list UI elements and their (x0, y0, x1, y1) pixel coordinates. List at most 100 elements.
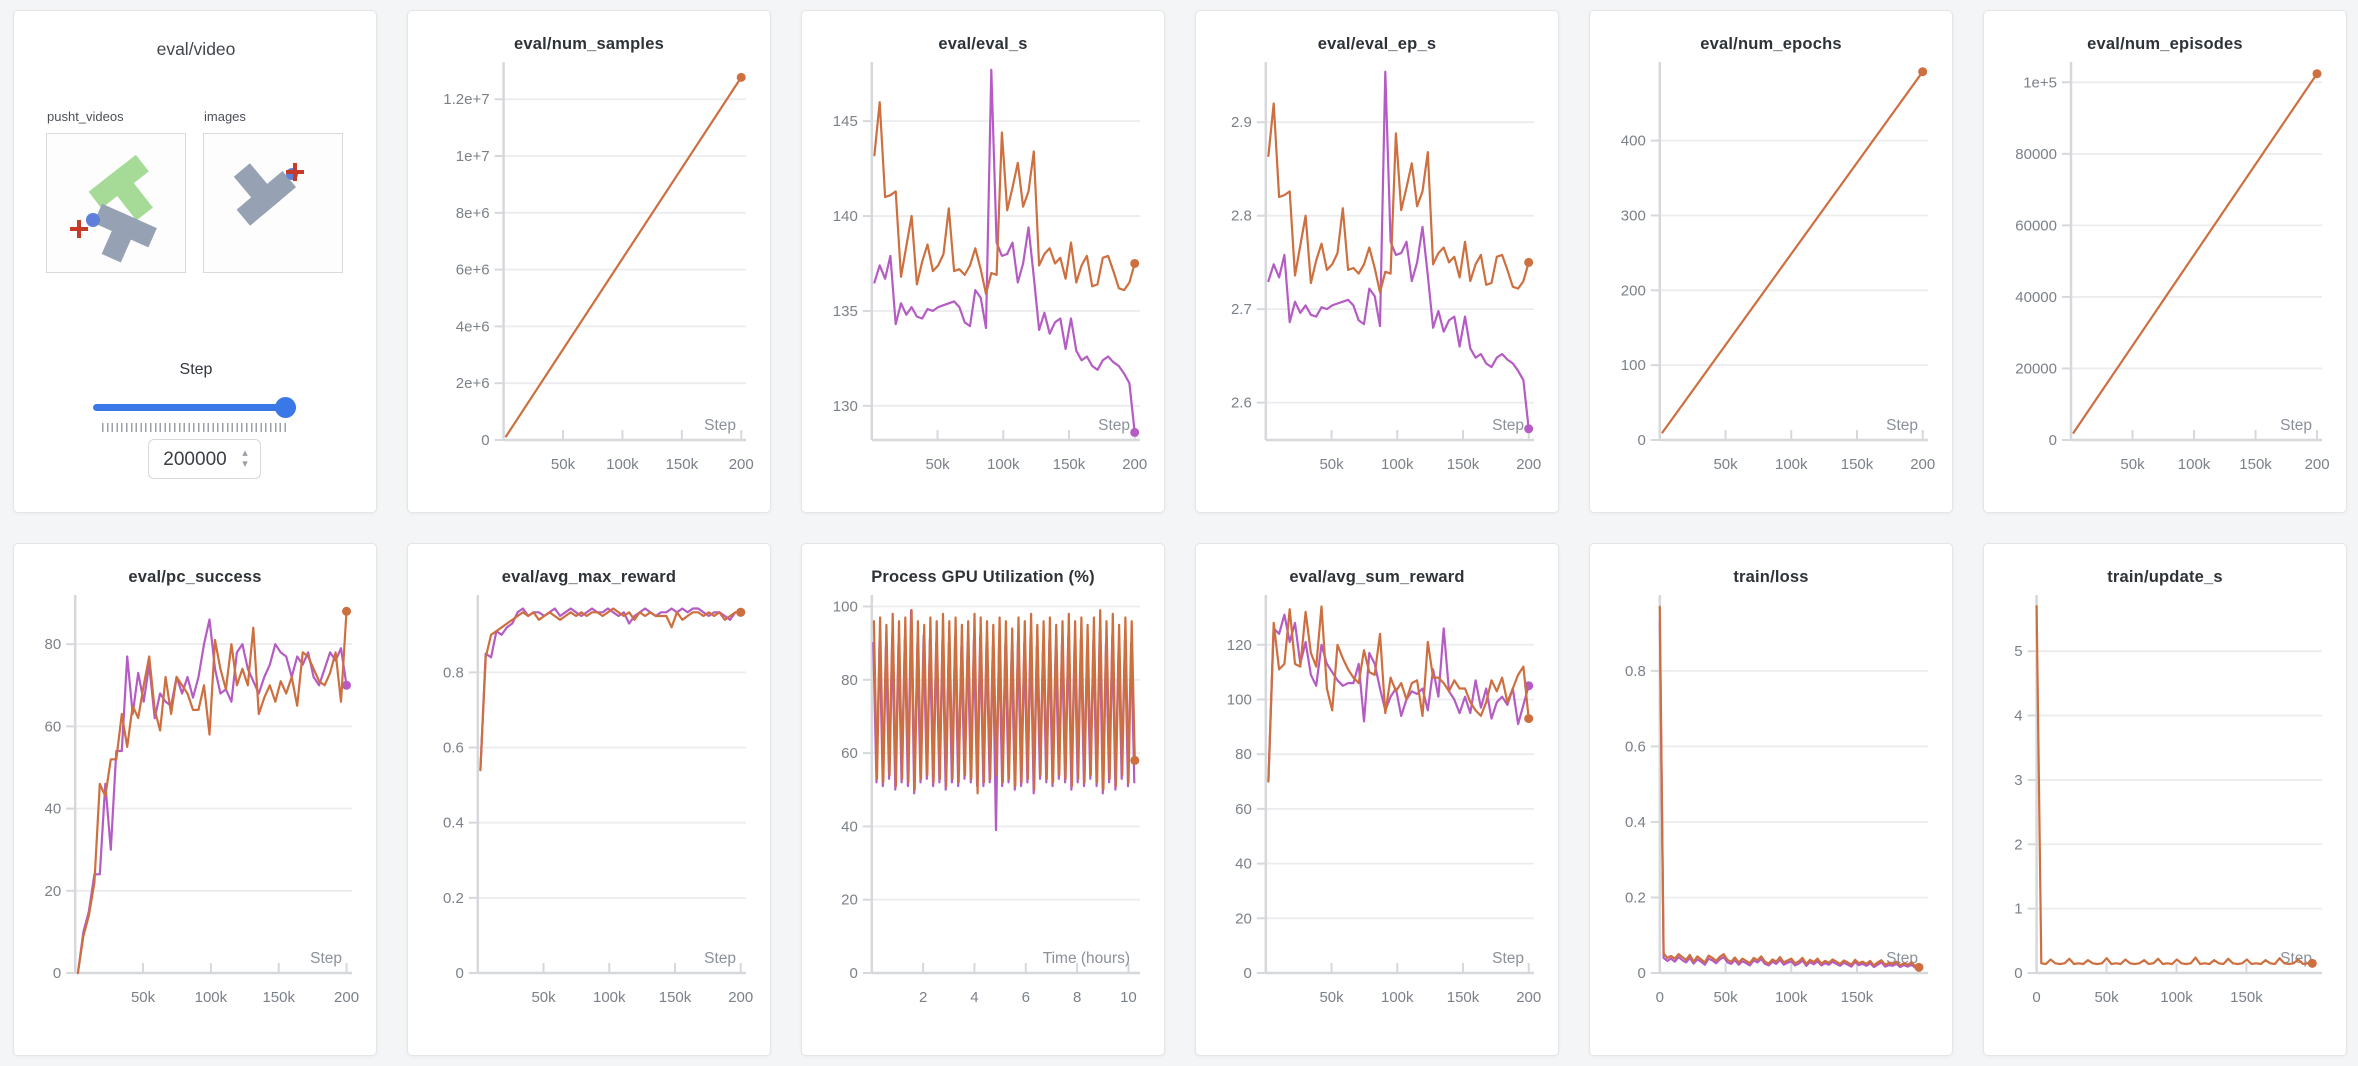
chart-title: train/update_s (2107, 568, 2223, 586)
svg-text:100k: 100k (987, 456, 1020, 473)
svg-text:20: 20 (1235, 910, 1252, 927)
line-chart-canvas[interactable]: 0 20 40 60 80 100 2 4 6 8 10 Time (hours) (802, 589, 1164, 1029)
svg-text:0: 0 (2049, 432, 2057, 449)
svg-text:200: 200 (334, 989, 359, 1006)
svg-text:50k: 50k (2120, 456, 2145, 473)
svg-text:0.8: 0.8 (1625, 663, 1646, 680)
line-chart-canvas[interactable]: 0 20 40 60 80 50k 100k 150k 200 Step (14, 589, 376, 1029)
agent-dot-icon (86, 213, 100, 227)
svg-text:0.6: 0.6 (1625, 738, 1646, 755)
chart-title: eval/num_samples (514, 35, 664, 53)
chart-panel-eval-avg-max-reward: eval/avg_max_reward 0 0.2 0.4 0.6 0.8 50k 100k… (407, 543, 771, 1056)
chart-title: eval/num_epochs (1700, 35, 1842, 53)
line-chart-canvas[interactable]: 0 20 40 60 80 100 120 50k 100k 150k 200 Step (1196, 589, 1558, 1029)
svg-text:2.7: 2.7 (1231, 301, 1252, 318)
svg-text:100: 100 (1227, 691, 1252, 708)
svg-text:5: 5 (2014, 643, 2022, 660)
svg-text:1: 1 (2014, 901, 2022, 918)
svg-text:50k: 50k (131, 989, 156, 1006)
video-thumbnail[interactable] (46, 133, 186, 273)
svg-text:50k: 50k (531, 989, 556, 1006)
chart-title: train/loss (1733, 568, 1809, 586)
step-slider-thumb[interactable] (275, 397, 296, 418)
svg-text:80: 80 (1235, 746, 1252, 763)
spinner-up-icon[interactable]: ▴ (242, 447, 248, 459)
svg-text:40: 40 (841, 818, 858, 835)
svg-text:3: 3 (2014, 772, 2022, 789)
svg-text:0: 0 (53, 965, 61, 982)
chart-panel-process-gpu-utilization: Process GPU Utilization (%) 0 20 40 60 80 100… (801, 543, 1165, 1056)
svg-text:100k: 100k (1775, 456, 1808, 473)
step-slider-track[interactable] (93, 404, 296, 411)
svg-text:0: 0 (1637, 432, 1645, 449)
svg-text:40000: 40000 (2015, 289, 2057, 306)
step-slider-tickmarks (102, 423, 288, 432)
svg-text:200: 200 (1516, 989, 1541, 1006)
image-thumbnail[interactable] (203, 133, 343, 273)
svg-text:50k: 50k (925, 456, 950, 473)
svg-text:Step: Step (310, 950, 342, 967)
svg-text:200: 200 (728, 989, 753, 1006)
step-number-input[interactable]: 200000 ▴ ▾ (148, 439, 261, 479)
svg-text:0.2: 0.2 (443, 890, 464, 907)
svg-text:60: 60 (841, 745, 858, 762)
chart-title: eval/num_episodes (2087, 35, 2243, 53)
chart-title: eval/avg_sum_reward (1289, 568, 1465, 586)
svg-text:150k: 150k (1053, 456, 1086, 473)
svg-text:40: 40 (45, 801, 62, 818)
spinner-down-icon[interactable]: ▾ (242, 458, 248, 470)
svg-text:20: 20 (45, 883, 62, 900)
svg-text:135: 135 (833, 303, 858, 320)
gray-t-shape (93, 203, 157, 263)
svg-text:50k: 50k (2094, 989, 2119, 1006)
gray-t-shape (233, 163, 297, 226)
chart-title: eval/eval_ep_s (1317, 35, 1437, 53)
svg-text:120: 120 (1227, 637, 1252, 654)
svg-text:80: 80 (45, 636, 62, 653)
svg-text:200: 200 (1122, 456, 1147, 473)
svg-text:Step: Step (1098, 417, 1130, 434)
svg-text:100k: 100k (195, 989, 228, 1006)
pusht-scene-image (70, 154, 157, 263)
svg-text:6: 6 (1022, 989, 1030, 1006)
svg-text:100k: 100k (593, 989, 626, 1006)
svg-text:Step: Step (1492, 417, 1524, 434)
svg-text:200: 200 (1910, 456, 1935, 473)
svg-text:200: 200 (2305, 456, 2330, 473)
svg-text:4e+6: 4e+6 (456, 318, 490, 335)
chart-panel-train-loss: train/loss 0 0.2 0.4 0.6 0.8 0 50k 100k 150k Step (1589, 543, 1953, 1056)
chart-panel-eval-pc-success: eval/pc_success 0 20 40 60 80 50k 100k 150k 200 S… (13, 543, 377, 1056)
goal-cross-icon (286, 163, 304, 181)
svg-text:150k: 150k (1447, 989, 1480, 1006)
line-chart-canvas[interactable]: 0 0.2 0.4 0.6 0.8 50k 100k 150k 200 Step (408, 589, 770, 1029)
svg-text:100: 100 (1621, 357, 1646, 374)
line-chart-canvas[interactable]: 0 2e+6 4e+6 6e+6 8e+6 1e+7 1.2e+7 50k 100k 150k 20… (408, 56, 770, 496)
svg-text:0: 0 (455, 965, 463, 982)
media-panel-eval-video: eval/video pusht_videos images (13, 10, 377, 513)
svg-text:200: 200 (729, 456, 754, 473)
line-chart-canvas[interactable]: 2.6 2.7 2.8 2.9 50k 100k 150k 200 Step (1196, 56, 1558, 496)
svg-text:0.2: 0.2 (1625, 889, 1646, 906)
svg-text:80: 80 (841, 672, 858, 689)
panel-title: eval/video (156, 39, 236, 59)
chart-panel-eval-avg-sum-reward: eval/avg_sum_reward 0 20 40 60 80 100 120 50k 10… (1195, 543, 1559, 1056)
chart-panel-eval-eval-ep-s: eval/eval_ep_s 2.6 2.7 2.8 2.9 50k 100k 150k 20… (1195, 10, 1559, 513)
chart-title: Process GPU Utilization (%) (871, 568, 1095, 586)
step-slider-label: Step (179, 361, 213, 378)
step-value[interactable]: 200000 (163, 449, 227, 470)
svg-text:1e+5: 1e+5 (2023, 74, 2057, 91)
svg-text:50k: 50k (1319, 989, 1344, 1006)
svg-text:1e+7: 1e+7 (456, 148, 490, 165)
svg-text:2: 2 (919, 989, 927, 1006)
chart-title: eval/pc_success (128, 568, 262, 586)
svg-text:0: 0 (481, 432, 489, 449)
line-chart-canvas[interactable]: 130 135 140 145 50k 100k 150k 200 Step (802, 56, 1164, 496)
chart-panel-eval-num-epochs: eval/num_epochs 0 100 200 300 400 50k 100k 150k… (1589, 10, 1953, 513)
svg-text:Step: Step (1886, 417, 1918, 434)
svg-text:60: 60 (1235, 801, 1252, 818)
line-chart-canvas[interactable]: 0 20000 40000 60000 80000 1e+5 50k 100k 150k 200 S… (1984, 56, 2346, 496)
line-chart-canvas[interactable]: 0 100 200 300 400 50k 100k 150k 200 Step (1590, 56, 1952, 496)
goal-cross-icon (70, 220, 88, 238)
